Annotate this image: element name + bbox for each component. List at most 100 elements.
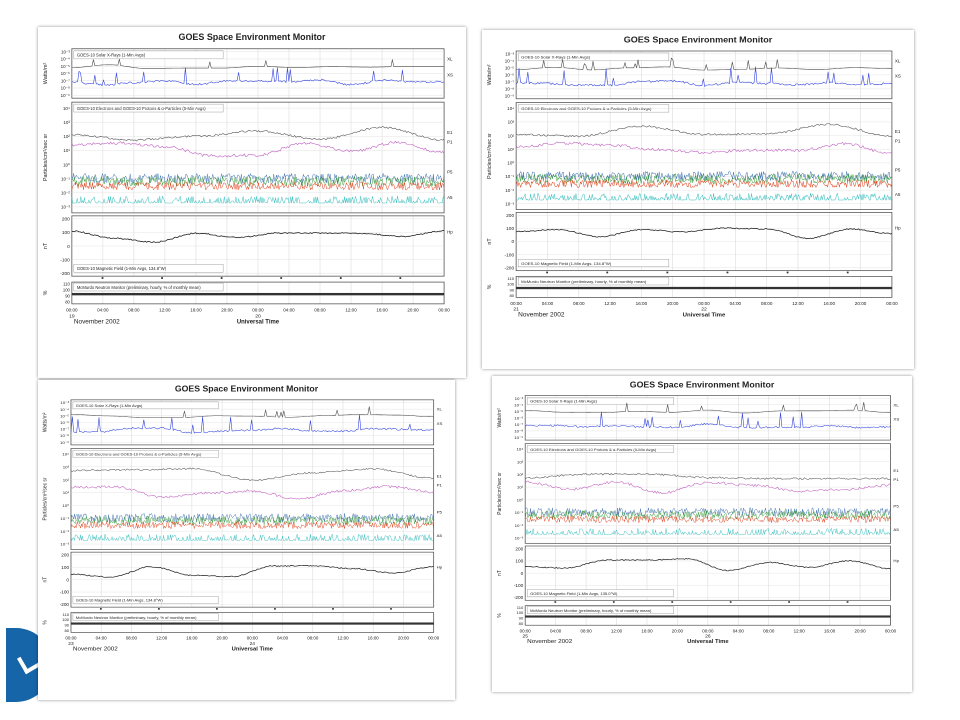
y-tick-label: 10⁻² [60,529,69,534]
y-tick-label: 10⁴ [516,447,523,452]
event-marker [99,608,102,610]
y-tick-label: 10⁻³ [60,542,69,547]
particle-subplot [70,448,435,550]
day-label: 19 [69,314,75,320]
particle-subplot [515,102,893,210]
y-tick-label: 10⁻⁵ [514,409,523,414]
goes-chart-nov-25-26: GOES Space Environment Monitor GOES-10 So… [497,380,900,645]
y-tick-label: 10⁰ [63,162,70,167]
x-tick-label: 20:00 [854,629,866,634]
x-tick-label: 16:00 [636,301,648,306]
y-tick-label: 110 [63,282,70,287]
y-tick-label: 10⁻⁷ [514,422,523,427]
x-tick-label: 16:00 [824,629,836,634]
neutron-subplot [524,605,891,626]
y-tick-label: 10⁰ [517,498,524,503]
y-axis-label: % [43,620,49,625]
y-axis-label: % [43,290,49,295]
y-tick-label: 110 [507,276,514,281]
y-tick-label: 10⁻⁵ [505,66,514,71]
day-label: 24 [250,641,256,646]
date-label: November 2002 [518,312,565,319]
x-tick-label: 08:00 [763,629,775,634]
x-tick-label: 08:00 [128,308,140,313]
goes-panel-nov-21-22: GOES Space Environment Monitor GOES-10 So… [482,30,914,369]
subplot-frame [524,605,891,626]
x-tick-label: 00:00 [702,629,714,634]
y-tick-label: 10⁻¹ [61,176,70,181]
day-label: 25 [522,634,528,639]
y-tick-label: 200 [515,546,523,551]
y-tick-label: 10² [508,133,515,138]
day-label: 26 [705,634,711,639]
date-label: November 2002 [527,639,573,645]
event-marker [339,277,342,279]
subplot-caption-box [73,282,224,292]
y-tick-label: 10⁻⁹ [60,440,69,445]
series-p1-line [70,485,434,500]
x-tick-label: 08:00 [573,301,585,306]
x-tick-label: 20:00 [672,629,684,634]
subplot-frame [524,545,891,601]
y-tick-label: -200 [60,602,70,607]
y-tick-label: 10¹ [63,490,70,495]
x-tick-label: 00:00 [698,301,710,306]
y-tick-label: -100 [60,590,70,595]
particle-subplot [524,443,891,544]
y-tick-label: 0 [511,239,514,244]
y-tick-label: 10³ [63,465,70,470]
y-axis-label: Watts/m² [497,408,503,428]
series-xl-line [70,406,434,418]
subplot-caption-box [72,613,219,621]
event-marker [846,271,849,274]
y-tick-label: 90 [509,287,514,292]
day-label: 23 [68,641,74,646]
x-axis-label: Universal Time [683,313,726,319]
subplot-caption: GOES-10 Magnetic Field (1-Min Avgs, 134.… [521,261,612,266]
y-axis-label: Particles/cm²/sec sr [43,134,49,181]
y-tick-label: 10⁻⁸ [61,86,70,91]
series-label-xl: XL [895,59,901,64]
subplot-caption-box [73,50,224,59]
y-tick-label: 10⁻² [505,188,514,193]
x-tick-label: 00:00 [520,629,532,634]
series-label-xs: XS [437,421,443,426]
date-label: November 2002 [73,646,118,653]
event-marker [612,601,615,603]
y-tick-label: 10⁻⁶ [60,420,69,425]
y-tick-label: 0 [66,577,69,582]
y-tick-label: 10¹ [63,148,70,153]
series-a5-line [516,193,892,201]
subplot-caption: McMurdo Neutron Monitor (preliminary, ho… [76,615,197,620]
subplot-caption-box [526,397,674,405]
event-marker [846,601,849,603]
series-label-p1: P1 [893,477,899,482]
series-neutron-band [525,615,891,618]
x-tick-label: 12:00 [792,301,804,306]
series-xs-line [71,67,445,87]
series-p5-band [70,515,434,526]
y-tick-label: -100 [60,257,70,263]
x-tick-label: 04:00 [730,301,742,306]
event-marker [216,608,218,610]
subplot-caption: GOES-10 Solar X-Rays (1-Min Avgs) [77,53,146,58]
goes-panel-nov-23-24: GOES Space Environment Monitor GOES-10 So… [38,380,455,700]
goes-panel-nov-25-26: GOES Space Environment Monitor GOES-10 So… [492,376,912,692]
y-tick-label: 10⁻⁴ [60,407,69,412]
y-tick-label: 10⁻⁴ [505,59,514,64]
subplot-caption: GOES-10 Magnetic Field (1-Min Avgs, 135.… [530,591,618,596]
x-tick-label: 12:00 [604,301,616,306]
series-e1-line [516,123,893,138]
y-tick-label: 10⁻⁴ [61,57,70,62]
series-xl-line [516,57,892,71]
chart-title: GOES Space Environment Monitor [624,35,773,45]
series-label-a5: A5 [895,192,901,197]
x-tick-label: 08:00 [307,636,319,641]
subplot-caption-box [526,606,674,614]
y-tick-label: 10⁻⁹ [514,435,523,440]
subplot-caption: GOES-10 Electrons and GOES-10 Protons & … [77,106,206,111]
y-tick-label: 10² [517,472,524,477]
subplot-caption: GOES-10 Magnetic Field (1-Min Avgs, 134.… [76,598,164,603]
event-marker [671,601,674,603]
x-tick-label: 04:00 [96,636,108,641]
